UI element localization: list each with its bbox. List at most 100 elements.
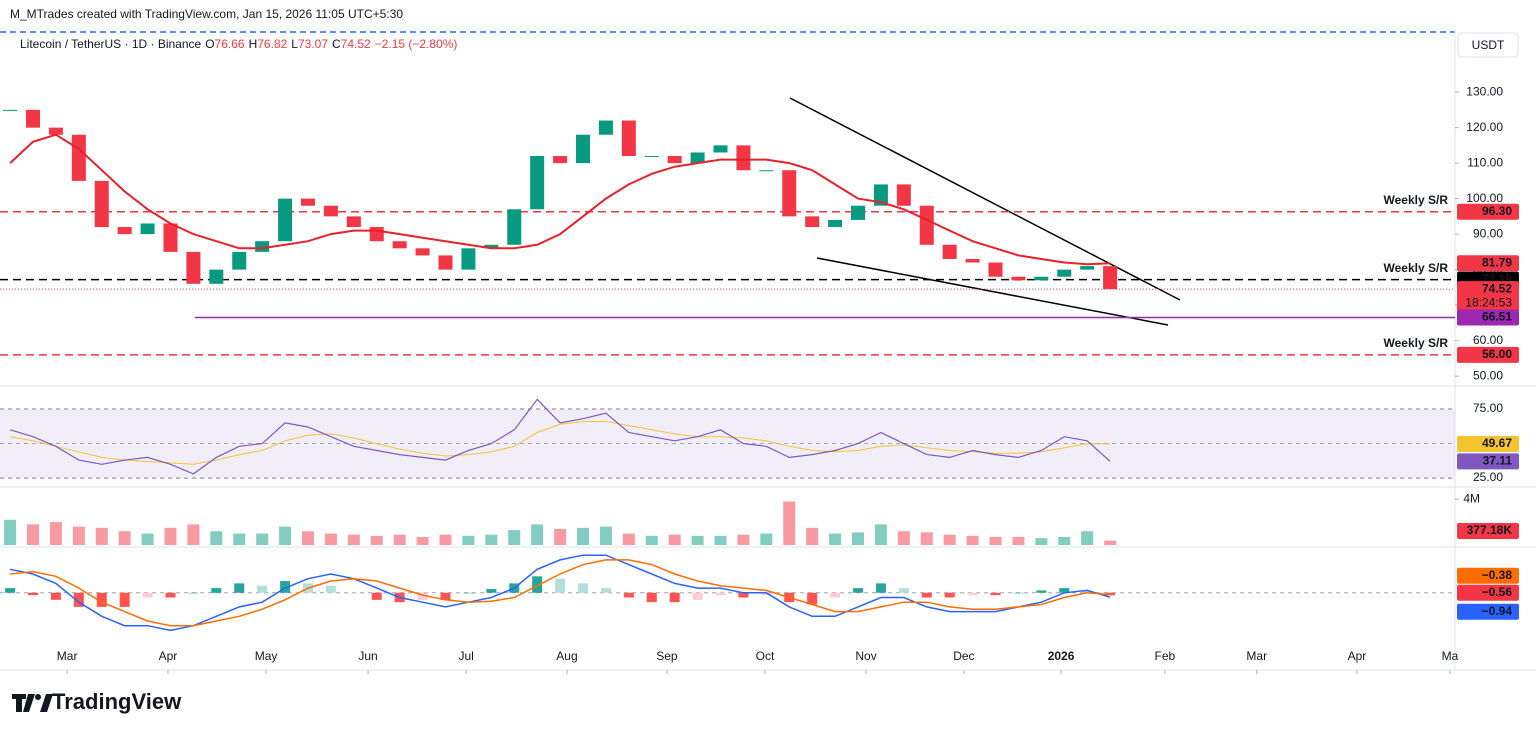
macd-histogram	[807, 592, 818, 605]
x-tick-label: Apr	[1348, 649, 1367, 663]
macd-histogram	[165, 592, 176, 598]
x-tick-label: Sep	[656, 649, 678, 663]
volume-bar	[141, 533, 154, 545]
y-tick-label: 60.00	[1473, 333, 1503, 347]
volume-bar	[989, 536, 1002, 545]
macd-histogram	[486, 589, 497, 593]
macd-histogram	[921, 592, 932, 598]
ohlc-key: L	[291, 37, 298, 51]
volume-bar	[256, 533, 269, 545]
macd-histogram	[875, 583, 886, 593]
candle	[873, 184, 888, 206]
candle	[851, 205, 866, 220]
logo-icon	[12, 694, 35, 712]
volume-bar	[1081, 531, 1094, 545]
candle	[255, 241, 270, 252]
volume-bar	[668, 534, 681, 545]
candle	[94, 180, 109, 228]
volume-bar	[691, 535, 704, 545]
volume-bar	[72, 526, 85, 545]
x-tick-label: Nov	[855, 649, 876, 663]
macd-histogram	[738, 592, 749, 598]
volume-bar	[485, 534, 498, 545]
macd-histogram	[142, 592, 153, 598]
y-tick-label: 25.00	[1473, 470, 1503, 484]
volume-bar	[49, 522, 62, 545]
y-tick-label: 110.00	[1467, 155, 1503, 169]
candle	[598, 120, 613, 135]
candle	[667, 156, 682, 164]
volume-bar	[829, 533, 842, 545]
level-annotation: Weekly S/R	[1384, 193, 1449, 207]
macd-histogram	[257, 585, 268, 593]
volume-bar	[920, 532, 933, 545]
price-label: 74.52	[1482, 281, 1512, 295]
macd-histogram	[600, 588, 611, 593]
x-tick-label: Aug	[556, 649, 577, 663]
x-tick-label: Feb	[1155, 649, 1176, 663]
macd-histogram	[119, 592, 130, 607]
price-label-bg	[1457, 309, 1519, 326]
candle	[415, 248, 430, 256]
volume-bar	[1058, 536, 1071, 545]
ohlc-value: 74.52	[341, 37, 371, 51]
y-tick-label: 120.00	[1466, 120, 1503, 134]
volume-bar	[187, 524, 200, 545]
macd-label: −0.94	[1482, 604, 1513, 618]
candle	[736, 145, 751, 171]
price-label: 56.00	[1482, 347, 1512, 361]
volume-bar	[1035, 538, 1048, 545]
price-label-bg	[1457, 255, 1519, 272]
y-tick-label: 4M	[1463, 491, 1480, 505]
x-tick-label: Jun	[358, 649, 377, 663]
rsi-label-bg	[1457, 436, 1519, 453]
rsi-line	[10, 421, 1111, 465]
logo-icon	[40, 694, 53, 712]
rsi-label: 37.11	[1483, 454, 1513, 468]
macd-histogram	[715, 592, 726, 596]
macd-histogram	[1036, 590, 1047, 593]
macd-histogram	[532, 576, 543, 593]
candle	[759, 170, 774, 172]
y-tick-label: 90.00	[1473, 226, 1503, 240]
macd-histogram	[348, 592, 359, 594]
level-annotation: Weekly S/R	[1384, 261, 1449, 275]
volume-bar	[943, 534, 956, 545]
symbol: Litecoin / TetherUS · 1D · Binance	[20, 37, 202, 51]
currency-button[interactable]	[1457, 32, 1519, 58]
volume-bar	[852, 532, 865, 545]
candle	[323, 205, 338, 217]
volume-bar	[233, 533, 246, 545]
ohlc-value: 76.82	[257, 37, 287, 51]
macd-histogram	[96, 592, 107, 607]
volume-bar	[164, 527, 177, 545]
candle	[919, 205, 934, 245]
candle	[346, 216, 361, 228]
volume-bar	[324, 533, 337, 545]
candle	[690, 152, 705, 164]
candle	[438, 255, 453, 270]
x-tick-label: Dec	[953, 649, 974, 663]
volume-bar	[622, 533, 635, 545]
volume-bar	[874, 524, 887, 545]
y-tick-label: 130.00	[1466, 84, 1503, 98]
volume-bar	[508, 530, 521, 545]
candle	[965, 258, 980, 263]
volume-bar	[531, 524, 544, 545]
macd-histogram	[234, 583, 245, 593]
logo-text: TradingView	[52, 689, 182, 714]
volume-bar	[599, 526, 612, 545]
macd-histogram	[280, 581, 291, 593]
candle	[896, 184, 911, 206]
change: −2.15 (−2.80%)	[375, 37, 458, 51]
candle	[1034, 276, 1049, 281]
macd-histogram	[417, 592, 428, 600]
y-tick-label: 50.00	[1473, 368, 1503, 382]
macd-histogram	[1013, 592, 1024, 594]
volume-bar	[370, 535, 383, 545]
volume-bar	[737, 534, 750, 545]
macd-histogram	[944, 592, 955, 598]
volume-bar	[347, 534, 360, 545]
currency[interactable]: USDT	[1472, 38, 1505, 52]
volume-bar	[4, 519, 17, 545]
